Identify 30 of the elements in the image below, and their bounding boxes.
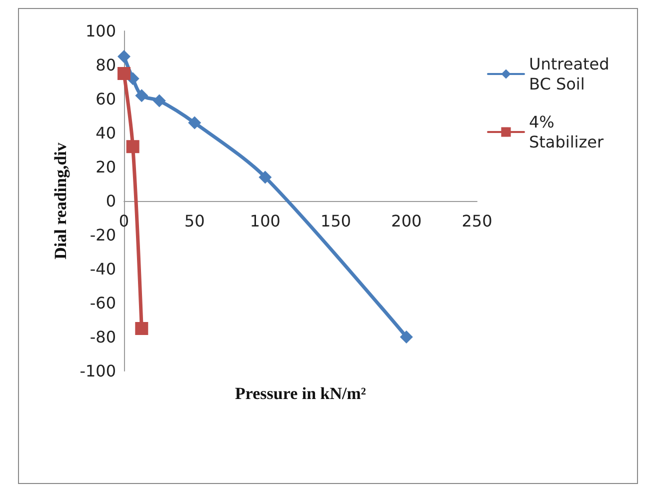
point xyxy=(152,94,166,108)
y-axis-title: Dial reading,div xyxy=(50,142,70,260)
y-tick-label: 60 xyxy=(96,90,116,108)
y-tick-label: 100 xyxy=(85,22,116,40)
point xyxy=(118,50,130,63)
x-tick-label: 200 xyxy=(391,212,422,230)
y-tick-label: -100 xyxy=(80,362,116,380)
point xyxy=(126,140,140,154)
legend-label: Untreated BC Soil xyxy=(529,54,614,94)
y-tick-label: -60 xyxy=(90,294,116,312)
x-tick-label: 150 xyxy=(320,212,352,230)
y-tick-label: -80 xyxy=(90,328,116,346)
point xyxy=(258,170,272,184)
x-tick-label: 250 xyxy=(462,212,492,230)
x-tick-label: 0 xyxy=(118,212,130,230)
point xyxy=(135,322,148,335)
point xyxy=(135,89,148,102)
x-tick-label: 50 xyxy=(184,212,205,230)
point xyxy=(400,330,413,344)
legend-label: 4% Stabilizer xyxy=(529,112,604,152)
y-tick-label: 20 xyxy=(96,158,116,176)
y-tick-label: -40 xyxy=(90,260,116,278)
y-tick-label: 40 xyxy=(96,124,116,142)
point xyxy=(118,67,130,80)
point xyxy=(188,116,202,130)
x-tick-label: 100 xyxy=(250,212,280,230)
y-tick-label: 80 xyxy=(96,56,116,74)
y-tick-label: -20 xyxy=(90,226,116,244)
y-tick-label: 0 xyxy=(106,192,116,210)
x-axis-title: Pressure in kN/m² xyxy=(234,384,366,403)
